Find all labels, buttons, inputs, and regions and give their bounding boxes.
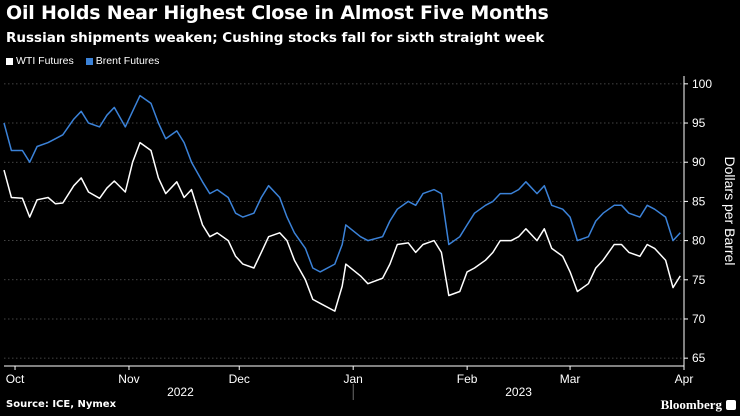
y-tick-label-85: 85: [692, 194, 706, 208]
y-axis-label: Dollars per Barrel: [722, 157, 738, 266]
x-tick-label-jan: Jan: [344, 372, 363, 386]
chart-subtitle: Russian shipments weaken; Cushing stocks…: [6, 30, 545, 46]
y-tick-label-100: 100: [692, 77, 712, 91]
brand-icon: [726, 400, 736, 410]
y-tick-label-70: 70: [692, 312, 706, 326]
series-line-brent: [3, 94, 681, 273]
legend-label-wti: WTI Futures: [16, 55, 74, 67]
y-tick-label-95: 95: [692, 116, 706, 130]
x-tick-label-apr: Apr: [675, 372, 694, 386]
source-note: Source: ICE, Nymex: [6, 399, 117, 410]
legend-label-brent: Brent Futures: [95, 55, 160, 67]
x-tick-label-feb: Feb: [457, 372, 478, 386]
x-tick-label-mar: Mar: [560, 372, 581, 386]
y-tick-label-90: 90: [692, 155, 706, 169]
legend-swatch-brent: [85, 57, 93, 65]
legend-item-brent: Brent Futures: [85, 55, 160, 67]
x-tick-label-oct: Oct: [6, 372, 25, 386]
year-label-2022: 2022: [167, 385, 194, 399]
y-tick-label-80: 80: [692, 234, 706, 248]
chart-title: Oil Holds Near Highest Close in Almost F…: [6, 2, 549, 24]
year-label-2023: 2023: [505, 385, 532, 399]
y-tick-label-75: 75: [692, 273, 706, 287]
legend: WTI Futures Brent Futures: [6, 55, 159, 67]
x-tick-label-nov: Nov: [118, 372, 139, 386]
legend-item-wti: WTI Futures: [6, 55, 74, 67]
x-tick-label-dec: Dec: [229, 372, 250, 386]
legend-swatch-wti: [6, 57, 13, 65]
series-line-wti: [3, 141, 681, 312]
brand-logo: Bloomberg: [660, 397, 722, 412]
y-tick-label-65: 65: [692, 351, 706, 365]
